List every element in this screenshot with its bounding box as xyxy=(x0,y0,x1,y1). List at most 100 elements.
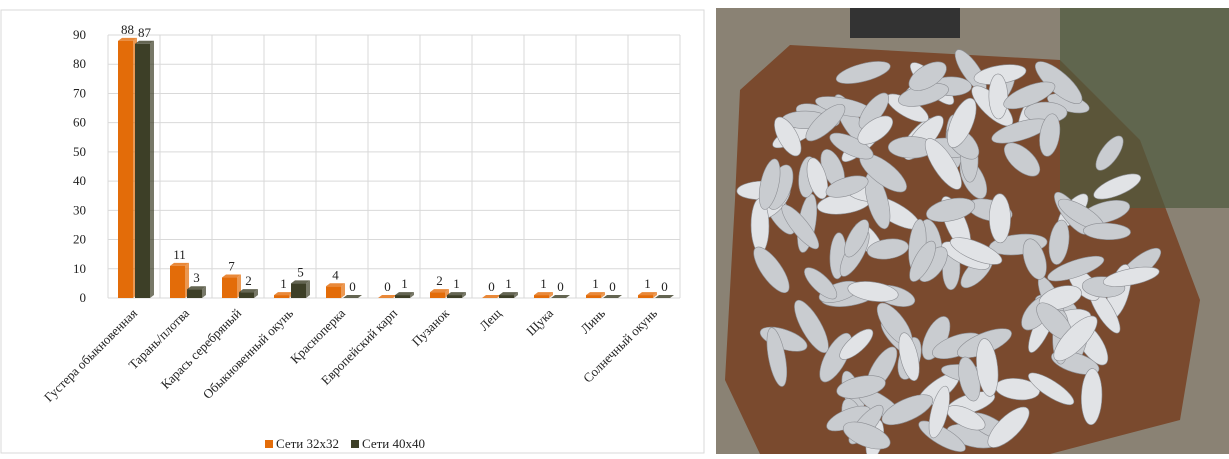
y-tick-label: 70 xyxy=(73,85,86,100)
bar-side xyxy=(150,40,154,299)
photo-fish xyxy=(989,193,1011,244)
photo-fish xyxy=(839,328,874,360)
bar-side xyxy=(306,280,310,298)
bar-top xyxy=(395,292,414,296)
photo-fish xyxy=(976,338,999,397)
bar-side xyxy=(445,289,449,298)
photo-fish xyxy=(1093,173,1142,200)
y-tick-label: 60 xyxy=(73,115,86,130)
photo-fish xyxy=(1081,368,1103,426)
bar-side xyxy=(549,292,553,298)
photo-fish xyxy=(908,61,947,91)
data-label: 4 xyxy=(332,267,339,282)
data-label: 1 xyxy=(592,276,599,291)
data-label: 0 xyxy=(384,279,391,294)
legend-label: Сети 32х32 xyxy=(276,436,339,451)
bar-top xyxy=(343,295,362,298)
photo-crate xyxy=(850,8,960,38)
bar-top xyxy=(170,262,189,266)
data-label: 0 xyxy=(557,279,564,294)
photo-fish xyxy=(836,375,886,399)
bar-side xyxy=(410,292,414,298)
bar-top xyxy=(586,292,605,296)
photo-fish xyxy=(1003,81,1056,110)
data-label: 7 xyxy=(228,259,235,274)
bar xyxy=(395,295,410,298)
photo-fish xyxy=(866,238,909,260)
photo-fish xyxy=(950,237,1003,265)
data-label: 0 xyxy=(609,279,616,294)
bar-side xyxy=(601,292,605,298)
photo-fish xyxy=(844,219,870,258)
data-label: 1 xyxy=(401,276,408,291)
bar-top xyxy=(603,295,622,298)
bar-side xyxy=(514,292,518,298)
legend-label: Сети 40х40 xyxy=(362,436,425,451)
photo-fish xyxy=(819,332,852,383)
bar-side xyxy=(653,292,657,298)
bar-top xyxy=(291,280,310,284)
bar xyxy=(499,295,514,298)
data-label: 88 xyxy=(121,22,134,37)
photo-fish xyxy=(829,132,874,160)
data-label: 2 xyxy=(245,273,252,288)
photo-fish xyxy=(898,332,920,382)
photo-fish xyxy=(805,103,846,142)
photo-fish xyxy=(835,61,891,84)
photo-fish xyxy=(1022,238,1047,280)
data-label: 0 xyxy=(661,279,668,294)
bar xyxy=(326,286,341,298)
bar-top xyxy=(326,283,345,287)
photo-fish xyxy=(1095,135,1124,171)
photo-fish xyxy=(1028,372,1075,406)
photo-fish xyxy=(1083,222,1131,240)
photo-fish xyxy=(794,299,829,353)
data-label: 87 xyxy=(138,25,152,40)
photo-fish xyxy=(987,406,1030,448)
photo-fish xyxy=(1053,315,1098,362)
photo-fish xyxy=(804,267,838,300)
data-label: 0 xyxy=(349,279,356,294)
y-tick-label: 50 xyxy=(73,144,86,159)
y-tick-label: 90 xyxy=(73,27,86,42)
photo-fish xyxy=(1003,142,1041,177)
photo-fish xyxy=(1102,266,1160,287)
photo-fish xyxy=(909,240,936,282)
photo-fish xyxy=(947,97,977,148)
bar xyxy=(534,295,549,298)
bar-side xyxy=(254,289,258,298)
photo-fish xyxy=(926,197,976,223)
bar-top xyxy=(222,274,241,278)
data-label: 1 xyxy=(540,276,547,291)
bar-top xyxy=(482,295,501,298)
photo-fish xyxy=(1039,113,1061,157)
bar-top xyxy=(534,292,553,296)
bar xyxy=(274,295,289,298)
data-label: 11 xyxy=(173,247,186,262)
photo-fish xyxy=(753,246,790,293)
bar xyxy=(135,43,150,299)
bar xyxy=(118,40,133,298)
photo-fish xyxy=(1048,219,1070,265)
data-label: 2 xyxy=(436,273,443,288)
photo-fish xyxy=(988,73,1009,120)
photo-fish xyxy=(881,394,934,426)
bar-top xyxy=(187,286,206,290)
photo-fish xyxy=(766,327,788,387)
bar xyxy=(430,292,445,298)
photo-fish xyxy=(842,421,891,450)
y-tick-label: 40 xyxy=(73,173,86,188)
photo-fish xyxy=(847,281,899,302)
photo-fish xyxy=(857,115,893,145)
bar xyxy=(638,295,653,298)
bar-top xyxy=(274,292,293,296)
photo-fish xyxy=(806,157,829,200)
photo-fish xyxy=(774,116,802,157)
bar xyxy=(187,289,202,298)
legend-swatch xyxy=(265,440,273,448)
y-tick-label: 0 xyxy=(80,290,87,305)
bar-top xyxy=(447,292,466,296)
bar xyxy=(222,277,237,298)
